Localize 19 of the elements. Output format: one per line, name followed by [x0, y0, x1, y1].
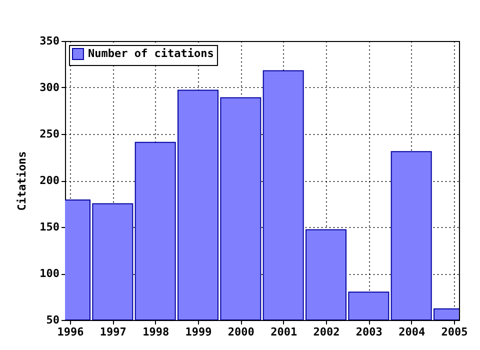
y-tick-label: 50	[46, 314, 60, 326]
x-tick-label: 1998	[142, 326, 170, 338]
legend-label: Number of citations	[88, 47, 214, 60]
x-tick-label: 2005	[441, 326, 468, 338]
x-tick-label: 1996	[57, 326, 84, 338]
x-tick-label: 2003	[356, 326, 382, 338]
y-tick-label: 100	[40, 267, 60, 280]
y-tick-label: 250	[40, 128, 60, 140]
y-tick-label: 300	[40, 81, 60, 94]
x-tick-label: 2002	[313, 326, 340, 338]
x-tick-label: 1999	[185, 326, 212, 338]
y-tick-label: 350	[40, 34, 60, 48]
y-axis-title: Citations	[16, 151, 29, 211]
x-tick-label: 2004	[398, 326, 426, 338]
x-tick-label: 2001	[270, 326, 298, 338]
x-tick-label: 2000	[228, 326, 254, 338]
x-tick-label: 1997	[100, 326, 126, 338]
y-tick-label: 150	[40, 220, 60, 234]
y-tick-label: 200	[40, 174, 60, 187]
